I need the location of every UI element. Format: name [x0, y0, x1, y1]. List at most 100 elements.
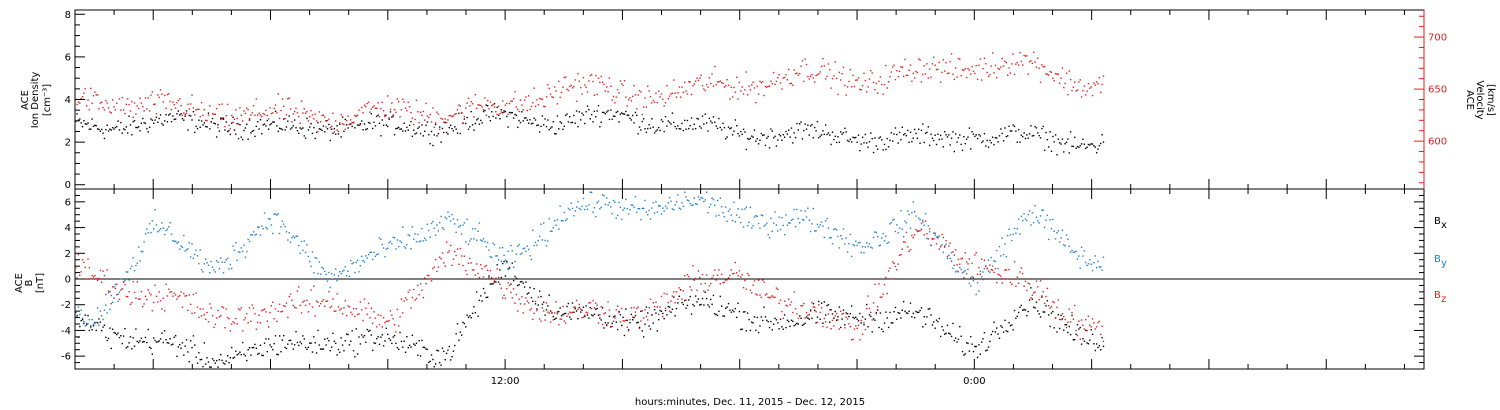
bz-series-point: [892, 261, 894, 263]
density-series-point: [332, 132, 334, 134]
bz-series-point: [120, 289, 122, 291]
bx-series-point: [982, 338, 984, 340]
by-series-point: [844, 243, 846, 245]
bz-series-point: [621, 307, 623, 310]
by-series-point: [101, 315, 103, 317]
by-series-point: [833, 228, 835, 231]
bx-series-point: [1072, 339, 1075, 341]
bz-series-point: [475, 263, 478, 265]
velocity-series-point: [477, 104, 479, 106]
by-series-point: [1011, 239, 1013, 242]
bx-series-point: [523, 286, 526, 288]
bx-series-point: [1069, 333, 1072, 336]
velocity-series-point: [693, 83, 695, 85]
density-series-point: [682, 129, 685, 132]
by-series-point: [1008, 228, 1010, 230]
bx-series-point: [417, 354, 419, 356]
velocity-series-point: [946, 72, 949, 75]
velocity-series-point: [726, 79, 728, 81]
bx-series-point: [604, 321, 607, 324]
bx-series-point: [263, 342, 266, 344]
velocity-series-point: [456, 109, 459, 111]
velocity-series-point: [387, 95, 389, 97]
bz-series-point: [254, 312, 256, 315]
velocity-series-point: [159, 89, 162, 91]
velocity-series-point: [1000, 66, 1002, 68]
bz-series-point: [169, 291, 171, 293]
velocity-series-point: [608, 77, 611, 79]
density-series-point: [493, 102, 496, 105]
bx-series-point: [139, 340, 141, 342]
bz-series-point: [610, 325, 612, 328]
bz-series-point: [785, 304, 787, 307]
bx-series-point: [815, 322, 817, 324]
velocity-series-point: [1069, 78, 1072, 81]
by-series-point: [956, 270, 958, 272]
density-series-point: [1057, 138, 1060, 140]
bz-series-point: [879, 296, 882, 299]
density-series-point: [689, 124, 691, 127]
by-series-point: [959, 266, 961, 269]
by-series-point: [893, 218, 895, 221]
velocity-series-point: [938, 61, 940, 64]
bx-series-point: [653, 309, 656, 311]
bz-series-point: [231, 323, 233, 325]
bx-series-point: [1064, 324, 1066, 326]
by-series-point: [915, 215, 917, 217]
bx-series-point: [109, 327, 111, 329]
velocity-series-point: [745, 71, 747, 73]
by-series-point: [740, 221, 742, 224]
density-series-point: [746, 137, 749, 140]
bx-series-point: [403, 340, 405, 342]
density-series-point: [237, 137, 240, 140]
bz-series-point: [232, 320, 234, 323]
density-series-point: [837, 136, 839, 138]
by-series-point: [974, 278, 976, 281]
velocity-series-point: [519, 99, 522, 101]
density-series-point: [552, 121, 555, 123]
bz-series-point: [370, 307, 373, 309]
bz-series-point: [363, 298, 366, 300]
bx-series-point: [293, 343, 296, 346]
bz-series-point: [772, 296, 775, 298]
bz-series-point: [1030, 297, 1032, 299]
bz-series-point: [833, 325, 835, 327]
velocity-series-point: [1031, 62, 1034, 65]
bz-series-point: [789, 304, 791, 306]
density-series-point: [402, 130, 404, 132]
velocity-series-point: [533, 87, 535, 89]
by-series-point: [944, 245, 946, 247]
bz-series-point: [153, 301, 155, 304]
bx-series-point: [102, 326, 104, 328]
bz-series-point: [1026, 289, 1028, 292]
density-series-point: [466, 116, 468, 119]
density-series-point: [993, 143, 995, 146]
bx-series-point: [725, 307, 727, 310]
density-series-point: [968, 127, 971, 129]
bx-series-point: [960, 335, 962, 338]
velocity-series-point: [445, 121, 448, 124]
by-series-point: [159, 228, 162, 230]
bx-series-point: [437, 350, 440, 352]
velocity-series-point: [484, 97, 486, 99]
by-series-point: [670, 200, 672, 203]
bz-series-point: [292, 304, 294, 307]
bx-series-point: [456, 323, 459, 325]
by-series-point: [604, 203, 607, 205]
bx-series-point: [328, 340, 330, 342]
bx-series-point: [792, 320, 794, 323]
density-series-point: [304, 137, 307, 139]
velocity-series-point: [527, 95, 530, 97]
density-series-point: [677, 125, 679, 127]
bx-series-point: [948, 332, 950, 334]
bx-series-point: [174, 334, 177, 337]
bz-series-point: [1020, 267, 1023, 269]
density-series-point: [240, 136, 242, 138]
density-series-point: [741, 133, 743, 136]
bz-series-point: [945, 240, 947, 242]
velocity-series-point: [1094, 84, 1096, 86]
density-series-point: [168, 114, 170, 116]
by-series-point: [904, 220, 906, 222]
by-series-point: [1100, 266, 1102, 268]
by-series-point: [408, 234, 411, 237]
